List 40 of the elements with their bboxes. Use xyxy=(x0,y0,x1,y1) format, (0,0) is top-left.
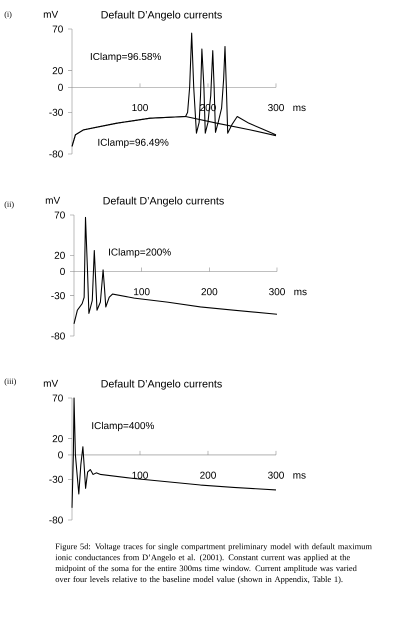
x-tick-label: 300 xyxy=(268,472,284,479)
x-tick-label: 300 xyxy=(268,104,284,112)
y-tick-label: 70 xyxy=(52,25,63,33)
y-axis-title: mV xyxy=(44,10,58,18)
caption: Figure 5d: Voltage traces for single compartment preliminary model with default maximum ionic conductances from D’Angelo et al. (2001). Constant current was applied at the midpoint of the soma for the entire 300ms time window. Current amplitude was varied over four levels relative to the baseline model value (shown in Appendix, Table 1). xyxy=(55,543,372,584)
y-tick-label: 0 xyxy=(58,451,63,458)
y-tick-label: -80 xyxy=(51,332,65,340)
series-label: IClamp=200% xyxy=(109,248,171,258)
x-tick-label: 100 xyxy=(132,472,148,479)
x-tick-label: 300 xyxy=(269,288,285,296)
x-tick-label: 200 xyxy=(201,288,218,296)
y-tick-label: 70 xyxy=(54,211,65,219)
x-axis-title: ms xyxy=(294,290,307,296)
y-tick-label: -30 xyxy=(49,108,63,116)
x-tick-label: 100 xyxy=(134,288,150,296)
chart-title: Default D’Angelo currents xyxy=(104,196,224,207)
x-tick-label: 200 xyxy=(200,472,216,479)
y-tick-label: 20 xyxy=(52,67,63,74)
text: (iii) xyxy=(4,378,16,386)
series-label: IClamp=400% xyxy=(92,422,154,432)
text: (ii) xyxy=(4,201,14,209)
x-tick-label: 100 xyxy=(132,104,148,112)
y-tick-label: 70 xyxy=(52,394,63,402)
text: (i) xyxy=(4,11,12,19)
y-tick-label: 20 xyxy=(54,252,65,259)
y-tick-label: 20 xyxy=(52,435,63,442)
y-tick-label: -80 xyxy=(49,516,63,524)
y-tick-label: -30 xyxy=(51,292,65,300)
y-axis-title: mV xyxy=(44,380,58,387)
chart-title: Default D’Angelo currents xyxy=(102,380,222,390)
y-tick-label: -30 xyxy=(49,476,63,483)
y-axis-title: mV xyxy=(46,196,60,204)
y-tick-label: -80 xyxy=(49,150,63,158)
x-axis-title: ms xyxy=(293,473,306,479)
y-tick-label: 0 xyxy=(60,268,65,276)
text: IClamp=96.58% xyxy=(90,52,162,62)
series-label: IClamp=96.49% xyxy=(98,138,168,148)
chart-title: Default D’Angelo currents xyxy=(102,10,222,21)
x-axis-title: ms xyxy=(293,106,306,112)
y-tick-label: 0 xyxy=(58,84,63,91)
